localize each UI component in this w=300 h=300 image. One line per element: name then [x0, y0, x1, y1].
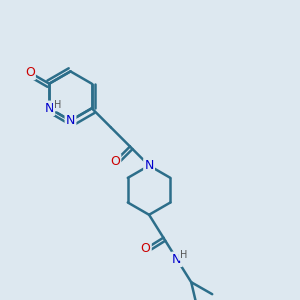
Text: O: O	[25, 66, 34, 79]
Text: N: N	[66, 114, 75, 127]
Text: H: H	[54, 100, 61, 110]
Text: N: N	[44, 102, 54, 115]
Text: O: O	[110, 155, 120, 168]
Text: O: O	[141, 242, 151, 255]
Text: N: N	[172, 253, 182, 266]
Text: H: H	[180, 250, 187, 260]
Text: N: N	[144, 159, 154, 172]
